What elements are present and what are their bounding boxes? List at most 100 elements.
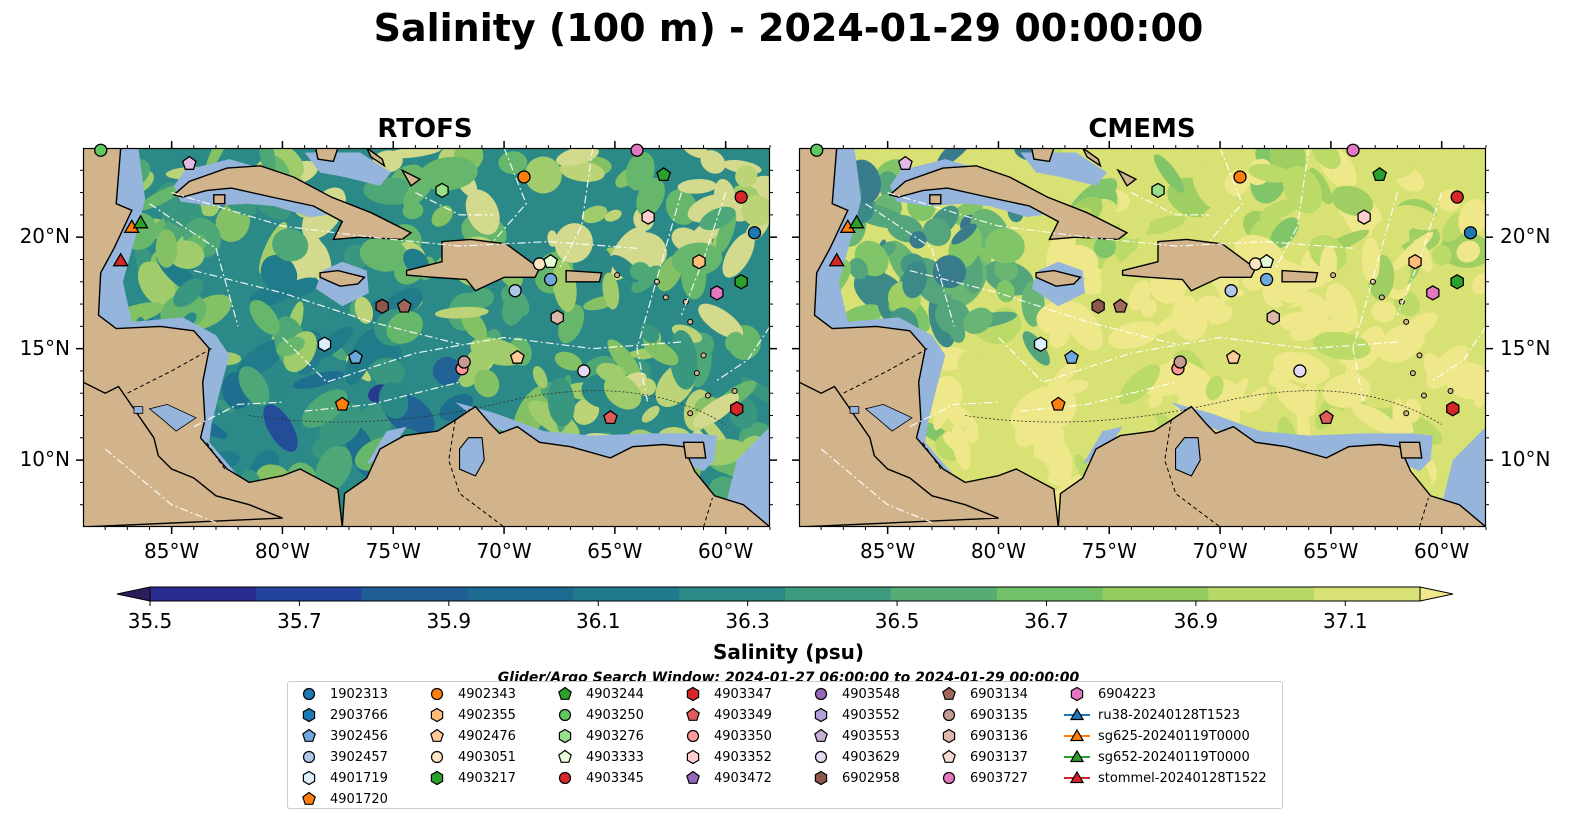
legend-item: 3902456 [296, 726, 388, 746]
legend-item: 4902476 [424, 726, 516, 746]
float-4903629[interactable] [577, 364, 591, 378]
pentagon-marker-icon [942, 749, 956, 763]
legend-label: 2903766 [330, 707, 388, 723]
float-4903553[interactable] [897, 155, 913, 170]
float-4903250[interactable] [810, 143, 824, 157]
legend-label: 4903244 [586, 686, 644, 702]
float-6903134[interactable] [396, 298, 412, 313]
float-4902355[interactable] [692, 253, 706, 270]
lat-tick-label: 20°N [1500, 224, 1551, 249]
float-1902313[interactable] [747, 226, 762, 240]
lon-tick-label: 85°W [860, 539, 916, 563]
float-3902457[interactable] [1224, 284, 1238, 298]
legend-label: 4903553 [842, 728, 900, 744]
float-4903244[interactable] [656, 166, 672, 182]
glider-sg652-20240119T0000[interactable] [848, 214, 865, 229]
float-4903553[interactable] [181, 155, 197, 170]
float-6903136[interactable] [1266, 309, 1280, 326]
circle-marker-icon [302, 687, 316, 701]
circle-marker-icon [942, 771, 956, 785]
glider-sg652-20240119T0000[interactable] [132, 214, 149, 229]
float-4903276[interactable] [1151, 182, 1165, 199]
triangle-marker-icon [1064, 707, 1090, 721]
glider-stommel-20240128T1522[interactable] [112, 252, 129, 267]
float-4901720[interactable] [1050, 396, 1066, 411]
float-4903250[interactable] [94, 143, 108, 157]
float-4903349[interactable] [1319, 409, 1334, 425]
map-panel-cmems[interactable] [792, 141, 1493, 534]
land-southAmerica [1057, 405, 1486, 527]
circle-marker-icon [814, 750, 828, 764]
legend-label: 3902457 [330, 749, 388, 765]
float-3902456[interactable] [1064, 349, 1079, 364]
float-6903135[interactable] [1173, 355, 1187, 369]
lon-tick-label: 70°W [1192, 539, 1248, 563]
float-4903345[interactable] [1450, 190, 1464, 204]
map-panel-rtofs[interactable] [76, 141, 777, 534]
legend-label: 4903250 [586, 707, 644, 723]
float-6903727[interactable] [1346, 143, 1360, 157]
legend-item: 4903250 [552, 705, 644, 725]
float-2903766[interactable] [1091, 298, 1105, 315]
float-4903244[interactable] [1372, 166, 1388, 182]
glider-stommel-20240128T1522[interactable] [828, 252, 845, 267]
float-3902456[interactable] [348, 349, 363, 364]
legend-label: 1902313 [330, 686, 388, 702]
float-6903134[interactable] [1112, 298, 1128, 313]
float-4902476[interactable] [509, 349, 525, 364]
float-4901720[interactable] [334, 396, 350, 411]
float-4902355[interactable] [1408, 253, 1422, 270]
triangle-marker-icon [1064, 770, 1090, 784]
float-6904223[interactable] [1426, 285, 1440, 301]
legend-item: 3902457 [296, 747, 388, 767]
legend-item: 6903727 [936, 768, 1028, 788]
float-4903333[interactable] [543, 253, 559, 269]
float-4903629[interactable] [1293, 364, 1307, 378]
float-6903136[interactable] [550, 309, 564, 326]
float-4903352[interactable] [1357, 209, 1371, 225]
lat-tick-label: 20°N [19, 224, 70, 249]
legend-label: 6903136 [970, 728, 1028, 744]
legend-item: 6903134 [936, 684, 1028, 704]
lon-tick-label: 75°W [365, 539, 421, 563]
float-4902343[interactable] [1233, 170, 1247, 184]
lat-tick-label: 15°N [19, 335, 70, 360]
triangle-marker-icon [1064, 728, 1090, 742]
float-4902476[interactable] [1225, 349, 1241, 364]
float-4901719[interactable] [317, 336, 332, 352]
float-4903333[interactable] [1259, 253, 1275, 269]
pentagon-marker-icon [302, 728, 316, 742]
legend-label: 4903548 [842, 686, 900, 702]
float-4903352[interactable] [641, 209, 655, 225]
float-4903345[interactable] [734, 190, 748, 204]
float-4902343[interactable] [517, 170, 531, 184]
float-6903727[interactable] [630, 143, 644, 157]
land-puertoRico [1281, 269, 1319, 283]
legend-label: 6903137 [970, 749, 1028, 765]
colorbar-segment [785, 587, 892, 601]
float-4903217[interactable] [1450, 274, 1464, 290]
float-1902313[interactable] [1463, 226, 1478, 240]
pentagon-marker-icon [558, 749, 572, 763]
float-2903766[interactable] [375, 298, 389, 315]
colorbar-segment [467, 587, 574, 601]
land-trinidad [682, 441, 707, 459]
land-centralAmerica [83, 148, 344, 527]
land-southAmerica [341, 405, 770, 527]
float-4903548[interactable] [1259, 272, 1274, 287]
float-4903217[interactable] [734, 274, 748, 290]
float-4903347[interactable] [730, 401, 744, 417]
float-4903347[interactable] [1446, 401, 1460, 417]
float-6903135[interactable] [457, 355, 471, 369]
float-4903276[interactable] [435, 182, 449, 199]
land-jamaica [319, 269, 366, 287]
colorbar-tick-label: 36.5 [875, 609, 920, 633]
land-bahamas1 [1030, 148, 1055, 163]
legend: 1902313 2903766 3902456 3902457 4901719 49017… [287, 681, 1283, 809]
legend-item: sg625-20240119T0000 [1064, 726, 1250, 746]
float-6904223[interactable] [710, 285, 724, 301]
float-4903548[interactable] [543, 272, 558, 287]
float-4903349[interactable] [603, 409, 618, 425]
float-3902457[interactable] [508, 284, 522, 298]
float-4901719[interactable] [1033, 336, 1048, 352]
